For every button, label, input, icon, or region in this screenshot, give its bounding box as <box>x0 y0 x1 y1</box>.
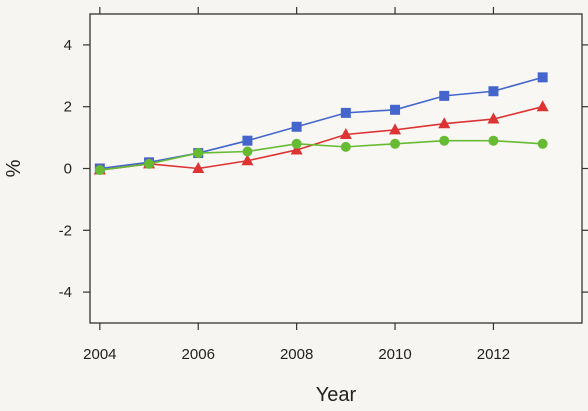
x-tick-label: 2008 <box>280 346 313 363</box>
data-point-circle <box>94 165 105 176</box>
data-point-square <box>242 135 253 146</box>
data-point-square <box>390 104 401 115</box>
data-point-circle <box>537 138 548 149</box>
data-point-square <box>439 90 450 101</box>
y-tick-label: 4 <box>64 37 72 54</box>
data-point-square <box>488 86 499 97</box>
data-point-triangle <box>192 162 205 173</box>
data-point-triangle <box>536 100 549 112</box>
y-tick-label: 2 <box>64 99 72 116</box>
y-tick-label: -2 <box>59 222 72 239</box>
x-tick-label: 2004 <box>83 346 116 363</box>
data-point-triangle <box>241 154 254 166</box>
data-point-square <box>340 107 351 118</box>
data-point-circle <box>193 148 204 159</box>
plot-frame <box>89 13 583 324</box>
data-point-triangle <box>487 112 500 124</box>
x-tick-label: 2012 <box>477 346 510 363</box>
series-line <box>99 139 543 171</box>
series-circle <box>94 135 548 176</box>
x-axis-title: Year <box>316 384 357 406</box>
series-line <box>99 105 543 171</box>
data-point-square <box>537 72 548 83</box>
y-tick-label: -4 <box>59 284 72 301</box>
data-point-circle <box>439 135 450 146</box>
data-point-triangle <box>290 143 303 155</box>
data-point-square <box>291 121 302 132</box>
data-point-circle <box>488 135 499 146</box>
series-layer <box>93 72 549 176</box>
data-point-triangle <box>389 123 402 135</box>
data-point-circle <box>390 138 401 149</box>
data-point-triangle <box>339 128 352 140</box>
y-axis-title: % <box>3 159 25 177</box>
data-point-circle <box>242 146 253 157</box>
data-point-triangle <box>438 117 451 129</box>
data-point-circle <box>144 158 155 169</box>
axis-ticks: 2004 2006 2008 2010 2012 -4 -2 0 2 4 <box>59 7 588 363</box>
y-tick-label: 0 <box>64 161 72 178</box>
x-tick-label: 2006 <box>182 346 215 363</box>
data-point-circle <box>340 141 351 152</box>
x-tick-label: 2010 <box>378 346 411 363</box>
data-point-circle <box>291 138 302 149</box>
